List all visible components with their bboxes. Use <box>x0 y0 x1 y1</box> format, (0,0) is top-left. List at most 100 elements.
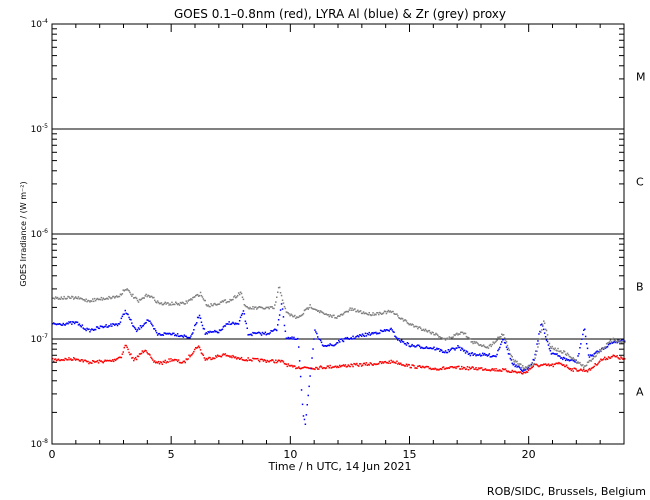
data-point <box>609 342 612 345</box>
data-point <box>502 368 504 370</box>
data-point <box>499 369 501 371</box>
data-point <box>145 293 147 296</box>
data-point <box>316 309 318 311</box>
data-point <box>478 344 480 346</box>
data-point <box>169 303 171 305</box>
data-point <box>148 320 150 322</box>
data-point <box>445 337 448 340</box>
data-point <box>450 336 452 339</box>
data-point <box>106 359 108 362</box>
data-point <box>527 369 530 371</box>
data-point <box>559 362 561 365</box>
data-point <box>215 355 217 357</box>
data-point <box>295 338 297 340</box>
data-point <box>575 368 577 370</box>
data-point <box>267 306 269 309</box>
data-point <box>130 353 132 355</box>
data-point <box>83 359 85 362</box>
data-point <box>543 363 546 366</box>
data-point <box>332 314 334 317</box>
data-point <box>582 333 584 336</box>
data-point <box>356 310 358 313</box>
data-point <box>455 347 457 349</box>
data-point <box>315 331 317 333</box>
data-point <box>114 359 117 361</box>
data-point <box>175 334 177 336</box>
data-point <box>201 353 204 355</box>
data-point <box>374 313 376 315</box>
data-point <box>477 342 479 345</box>
data-point <box>311 367 313 370</box>
data-point <box>325 313 328 315</box>
data-point <box>618 341 620 343</box>
data-point <box>73 321 75 323</box>
data-point <box>519 363 521 365</box>
data-point <box>491 343 493 346</box>
data-point <box>226 323 228 325</box>
data-point <box>53 360 55 363</box>
data-point <box>335 343 337 345</box>
data-point <box>311 307 313 310</box>
data-point <box>611 355 614 358</box>
data-point <box>324 345 327 347</box>
data-point <box>318 338 320 340</box>
data-point <box>528 364 531 367</box>
data-point <box>447 338 450 340</box>
data-point <box>448 367 451 369</box>
data-point <box>361 312 364 315</box>
data-point <box>563 350 565 352</box>
series-lyra-al-proxy <box>52 303 626 425</box>
data-point <box>97 327 100 329</box>
data-point <box>236 322 239 325</box>
data-point <box>134 327 136 329</box>
data-point <box>297 316 299 319</box>
data-point <box>512 364 514 366</box>
data-point <box>402 320 405 322</box>
data-point <box>461 348 464 350</box>
data-point <box>432 331 434 334</box>
data-point <box>436 333 438 336</box>
data-point <box>366 332 369 335</box>
data-point <box>70 297 72 299</box>
data-point <box>165 333 167 335</box>
y-tick-label: 10-5 <box>31 123 49 135</box>
data-point <box>236 358 238 360</box>
data-point <box>281 299 284 301</box>
data-point <box>147 319 149 321</box>
data-point <box>197 345 200 347</box>
data-point <box>171 333 173 336</box>
data-point <box>213 331 215 333</box>
data-point <box>496 353 498 356</box>
data-point <box>404 319 407 321</box>
data-point <box>274 328 276 330</box>
data-point <box>410 324 412 326</box>
data-point <box>603 358 605 360</box>
data-point <box>269 332 271 334</box>
data-point <box>272 307 274 310</box>
data-point <box>178 361 181 364</box>
data-point <box>196 293 199 296</box>
data-point <box>624 341 626 344</box>
data-point <box>466 366 469 368</box>
data-point <box>363 312 366 315</box>
data-point <box>86 327 88 330</box>
data-point <box>53 358 56 361</box>
data-point <box>552 352 554 355</box>
data-point <box>568 360 571 362</box>
data-point <box>98 298 101 300</box>
data-point <box>287 363 289 365</box>
data-point <box>562 364 564 366</box>
data-point <box>148 353 150 355</box>
data-point <box>346 365 349 368</box>
data-point <box>379 311 381 314</box>
data-point <box>317 310 319 312</box>
data-point <box>198 346 201 349</box>
data-point <box>383 329 386 331</box>
data-point <box>593 365 595 368</box>
data-point <box>400 339 403 341</box>
data-point <box>74 321 77 323</box>
data-point <box>60 324 63 326</box>
data-point <box>291 336 293 338</box>
data-point <box>384 330 387 332</box>
data-point <box>469 368 472 370</box>
